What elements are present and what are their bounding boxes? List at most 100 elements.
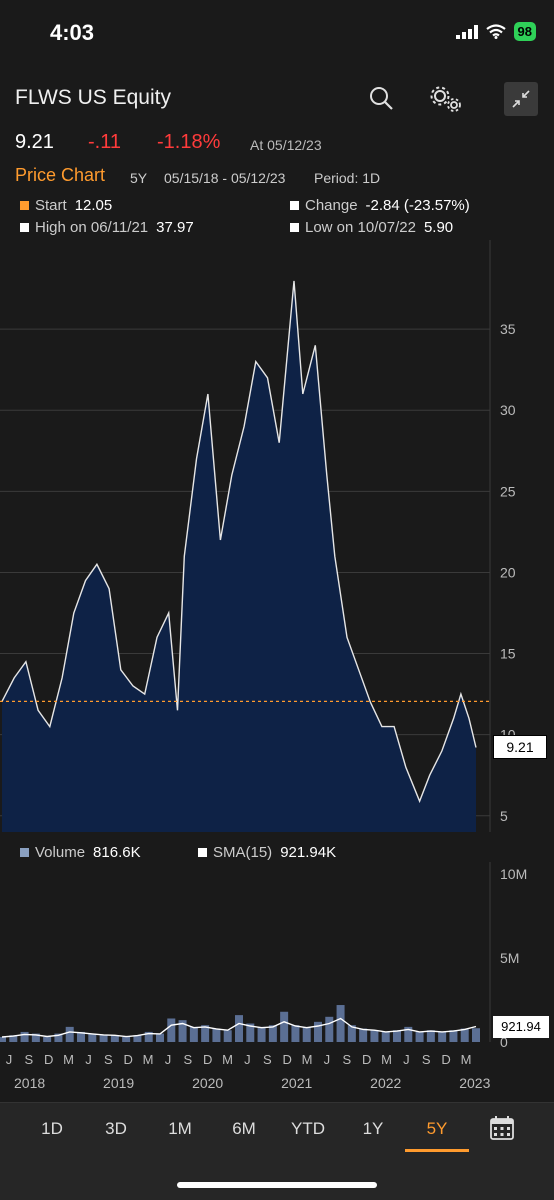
x-year-label: 2020 — [192, 1075, 223, 1091]
price-area — [2, 280, 476, 832]
volume-axis-label: 0 — [500, 1034, 508, 1050]
volume-bar — [449, 1030, 458, 1042]
volume-bar — [438, 1031, 447, 1042]
sma-line — [1, 1017, 477, 1038]
volume-bar — [144, 1031, 153, 1042]
x-month-label: J — [85, 1052, 92, 1067]
volume-bar — [99, 1035, 108, 1042]
x-year-label: 2018 — [14, 1075, 45, 1091]
last-volume-tag: 921.94 — [493, 1015, 549, 1038]
volume-bar — [460, 1028, 469, 1042]
price-axis-label: 35 — [500, 321, 516, 337]
range-label[interactable]: 5Y — [130, 170, 148, 186]
x-month-label: J — [6, 1052, 13, 1067]
tab-1m[interactable]: 1M — [168, 1119, 192, 1138]
status-time: 4:03 — [50, 20, 95, 45]
x-month-label: S — [263, 1052, 272, 1067]
x-month-label: S — [422, 1052, 431, 1067]
volume-bar — [426, 1030, 435, 1042]
x-month-label: M — [461, 1052, 472, 1067]
volume-bar — [156, 1033, 164, 1042]
tab-6m[interactable]: 6M — [232, 1119, 256, 1138]
sma-legend: SMA(15) 921.94K — [198, 844, 336, 861]
volume-bar — [189, 1026, 198, 1042]
x-month-label: D — [362, 1052, 371, 1067]
tab-5y[interactable]: 5Y — [426, 1119, 448, 1138]
x-year-label: 2021 — [281, 1075, 312, 1091]
security-title: FLWS US Equity — [15, 86, 171, 109]
stat-low-label: Low on 10/07/22 — [305, 219, 416, 236]
stat-high-label: High on 06/11/21 — [35, 219, 149, 236]
sma-value: 921.94K — [280, 844, 337, 861]
sma-marker-icon — [198, 848, 207, 857]
stat-change-label: Change — [305, 197, 358, 214]
volume-bar — [54, 1033, 63, 1042]
x-month-label: S — [183, 1052, 192, 1067]
x-month-label: J — [403, 1052, 410, 1067]
volume-bar — [370, 1030, 379, 1042]
x-month-label: M — [143, 1052, 154, 1067]
tab-1y[interactable]: 1Y — [362, 1119, 384, 1138]
period-label: Period: 1D — [314, 170, 381, 186]
volume-bar — [404, 1026, 413, 1042]
tab-ytd[interactable]: YTD — [291, 1119, 325, 1138]
stat-start-value: 12.05 — [74, 197, 113, 214]
search-icon[interactable] — [367, 84, 397, 114]
x-month-label: J — [324, 1052, 331, 1067]
x-month-label: M — [302, 1052, 313, 1067]
change-marker-icon — [290, 201, 299, 210]
price-chart[interactable]: 3530252015105 — [0, 240, 554, 840]
price-chart-title: Price Chart — [15, 165, 106, 185]
stat-high-value: 37.97 — [156, 219, 194, 236]
volume-bar — [268, 1025, 277, 1042]
volume-bar — [246, 1023, 255, 1042]
as-of-date: At 05/12/23 — [250, 137, 322, 153]
x-month-label: M — [63, 1052, 74, 1067]
collapse-button[interactable] — [504, 82, 538, 116]
volume-bar — [235, 1015, 243, 1042]
volume-bar — [43, 1036, 52, 1042]
settings-gear-icon[interactable] — [427, 84, 463, 114]
volume-bar — [314, 1021, 322, 1042]
x-month-label: S — [342, 1052, 351, 1067]
volume-bar — [393, 1030, 401, 1042]
x-month-label: D — [203, 1052, 212, 1067]
stat-low-value: 5.90 — [423, 219, 454, 236]
stat-start-label: Start — [35, 197, 67, 214]
stat-change-value: -2.84 (-23.57%) — [365, 197, 470, 214]
volume-axis-label: 5M — [500, 950, 519, 966]
x-month-label: D — [282, 1052, 291, 1067]
cellular-signal-icon — [455, 24, 478, 39]
price-axis-label: 15 — [500, 646, 516, 662]
volume-bar — [178, 1020, 187, 1042]
volume-bar — [167, 1018, 176, 1042]
volume-bar — [347, 1025, 356, 1042]
volume-axis-label: 10M — [500, 866, 527, 882]
last-price-tag: 9.21 — [493, 735, 547, 760]
x-month-label: J — [244, 1052, 251, 1067]
start-marker-icon — [20, 201, 29, 210]
volume-bar — [325, 1016, 334, 1042]
price-axis-label: 5 — [500, 808, 508, 824]
low-marker-icon — [290, 223, 299, 232]
active-tab-underline — [405, 1149, 469, 1152]
volume-label: Volume — [35, 844, 86, 861]
volume-bar — [20, 1031, 29, 1042]
volume-bar — [336, 1005, 345, 1042]
price-axis-label: 20 — [500, 564, 516, 580]
date-range: 05/15/18 - 05/12/23 — [164, 170, 286, 186]
volume-bar — [359, 1028, 368, 1042]
volume-bar — [65, 1026, 74, 1042]
x-month-label: M — [222, 1052, 233, 1067]
price-change: -.11 — [88, 131, 121, 153]
tab-3d[interactable]: 3D — [105, 1119, 127, 1138]
x-month-label: D — [441, 1052, 450, 1067]
x-year-label: 2022 — [370, 1075, 401, 1091]
volume-marker-icon — [20, 848, 29, 857]
stat-change: Change -2.84 (-23.57%) — [290, 197, 470, 214]
x-month-label: D — [124, 1052, 133, 1067]
tab-1d[interactable]: 1D — [41, 1119, 63, 1138]
x-month-label: S — [104, 1052, 113, 1067]
calendar-icon[interactable] — [489, 1115, 515, 1141]
